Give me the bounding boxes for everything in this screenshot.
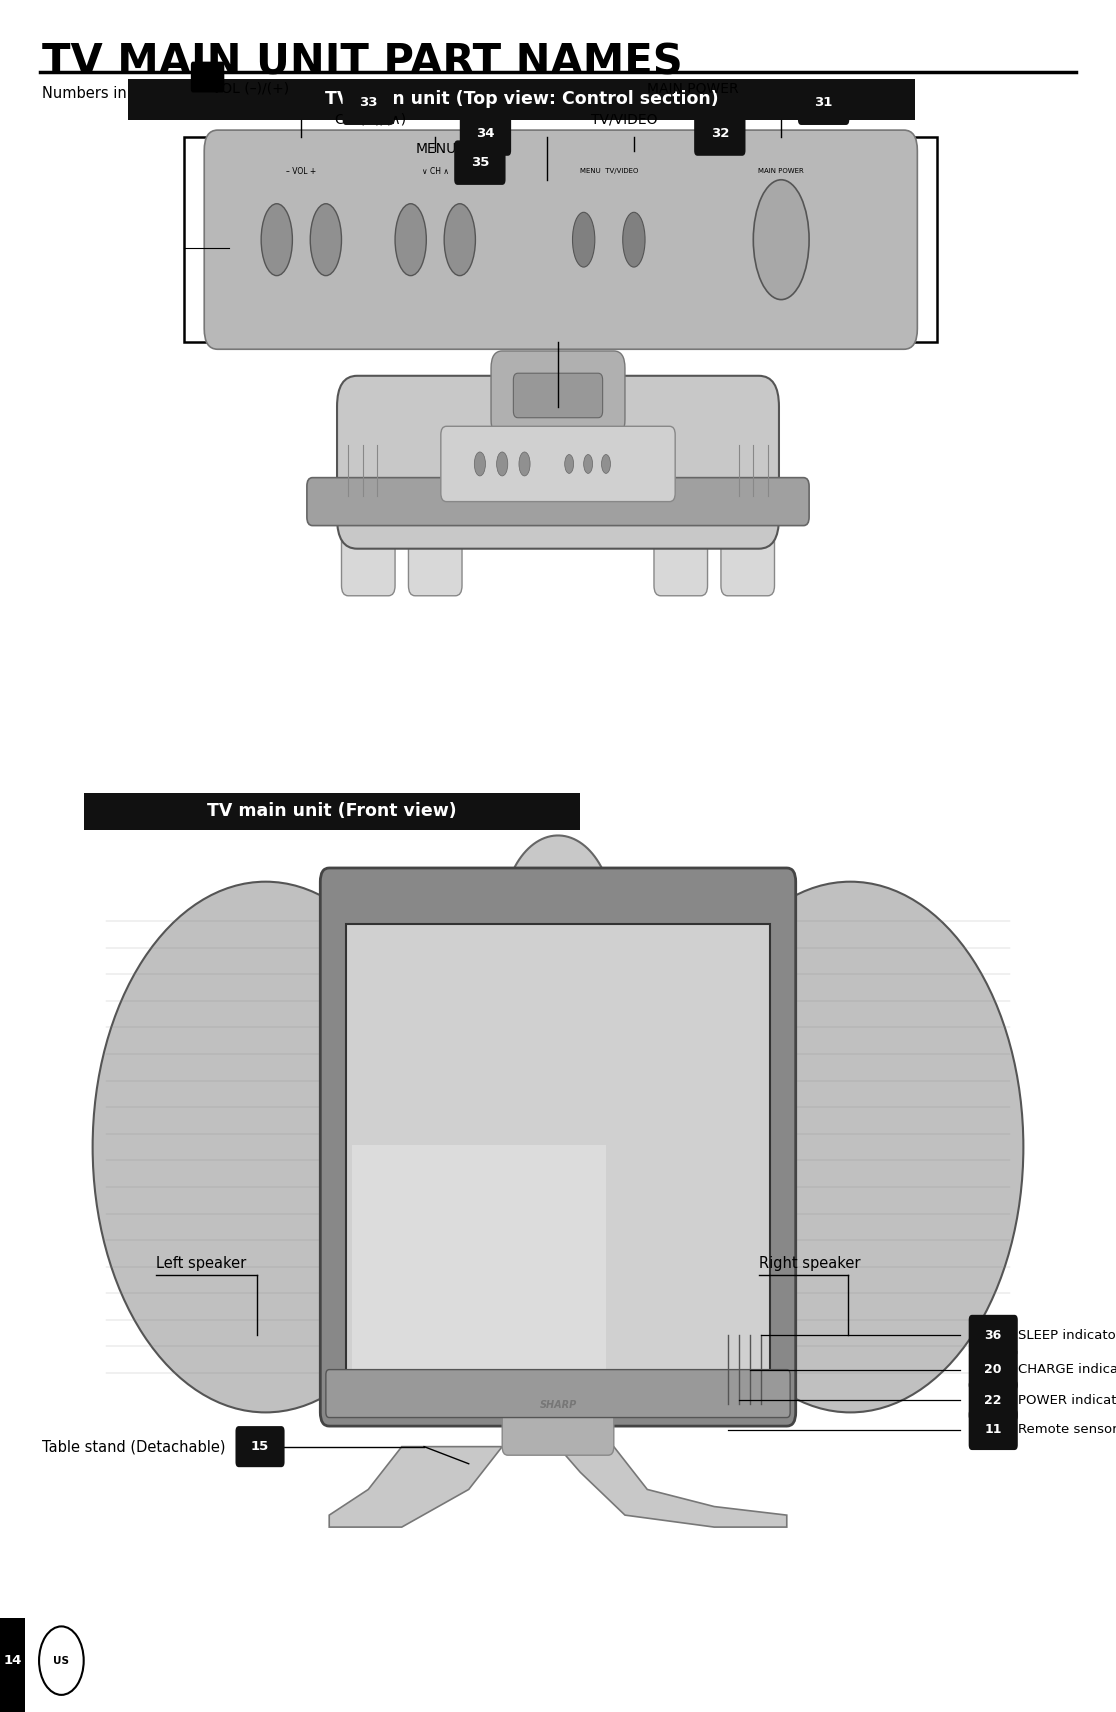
Text: MENU: MENU bbox=[415, 142, 456, 156]
FancyBboxPatch shape bbox=[454, 140, 506, 185]
FancyBboxPatch shape bbox=[346, 924, 770, 1383]
FancyBboxPatch shape bbox=[969, 1380, 1018, 1421]
FancyBboxPatch shape bbox=[513, 373, 603, 418]
Ellipse shape bbox=[565, 455, 574, 473]
Text: TV MAIN UNIT PART NAMES: TV MAIN UNIT PART NAMES bbox=[42, 41, 683, 84]
FancyBboxPatch shape bbox=[491, 351, 625, 437]
PathPatch shape bbox=[558, 1447, 787, 1527]
Text: Remote sensor window: Remote sensor window bbox=[1018, 1423, 1116, 1436]
Text: 11: 11 bbox=[984, 1423, 1002, 1436]
FancyBboxPatch shape bbox=[969, 1315, 1018, 1356]
Ellipse shape bbox=[753, 180, 809, 300]
FancyBboxPatch shape bbox=[969, 1349, 1018, 1390]
Circle shape bbox=[39, 1626, 84, 1695]
Circle shape bbox=[93, 882, 439, 1412]
Ellipse shape bbox=[395, 204, 426, 276]
FancyBboxPatch shape bbox=[969, 1409, 1018, 1450]
Bar bbox=[184, 137, 937, 342]
PathPatch shape bbox=[329, 1447, 502, 1527]
Ellipse shape bbox=[519, 452, 530, 476]
Circle shape bbox=[677, 882, 1023, 1412]
Text: 14: 14 bbox=[3, 1654, 21, 1667]
Text: CH (∨)/(∧): CH (∨)/(∧) bbox=[335, 113, 406, 127]
FancyBboxPatch shape bbox=[408, 503, 462, 596]
Polygon shape bbox=[502, 835, 614, 921]
FancyBboxPatch shape bbox=[320, 868, 796, 1426]
Text: 15: 15 bbox=[251, 1440, 269, 1453]
FancyBboxPatch shape bbox=[721, 503, 775, 596]
Text: – VOL +: – VOL + bbox=[286, 166, 317, 176]
Text: US: US bbox=[54, 1656, 69, 1666]
Ellipse shape bbox=[497, 452, 508, 476]
Text: VOL (–)/(+): VOL (–)/(+) bbox=[212, 82, 289, 96]
Ellipse shape bbox=[584, 455, 593, 473]
Text: TV main unit (Top view: Control section): TV main unit (Top view: Control section) bbox=[325, 91, 719, 108]
Ellipse shape bbox=[444, 204, 475, 276]
Text: TV main unit (Front view): TV main unit (Front view) bbox=[208, 803, 456, 820]
FancyBboxPatch shape bbox=[343, 80, 394, 125]
Text: TV/VIDEO: TV/VIDEO bbox=[591, 113, 658, 127]
FancyBboxPatch shape bbox=[337, 377, 779, 548]
Text: Numbers in: Numbers in bbox=[42, 86, 127, 101]
Text: 32: 32 bbox=[711, 127, 729, 140]
FancyBboxPatch shape bbox=[307, 478, 809, 526]
Text: MAIN POWER: MAIN POWER bbox=[759, 168, 804, 175]
FancyBboxPatch shape bbox=[502, 1387, 614, 1455]
FancyBboxPatch shape bbox=[352, 1145, 606, 1375]
FancyBboxPatch shape bbox=[798, 80, 849, 125]
Ellipse shape bbox=[261, 204, 292, 276]
Text: SLEEP indicator: SLEEP indicator bbox=[1018, 1329, 1116, 1342]
Ellipse shape bbox=[310, 204, 341, 276]
FancyBboxPatch shape bbox=[654, 503, 708, 596]
Text: MAIN POWER: MAIN POWER bbox=[647, 82, 739, 96]
FancyBboxPatch shape bbox=[694, 111, 745, 156]
Text: ∨ CH ∧: ∨ CH ∧ bbox=[422, 166, 449, 176]
Text: indicate the main pages where the corresponding item is described in this manual: indicate the main pages where the corres… bbox=[225, 86, 836, 101]
Text: POWER indicator: POWER indicator bbox=[1018, 1394, 1116, 1407]
Text: 31: 31 bbox=[815, 96, 833, 110]
Ellipse shape bbox=[573, 212, 595, 267]
Text: SHARP: SHARP bbox=[539, 1400, 577, 1411]
FancyBboxPatch shape bbox=[341, 503, 395, 596]
Text: CHARGE indicator: CHARGE indicator bbox=[1018, 1363, 1116, 1376]
FancyBboxPatch shape bbox=[235, 1426, 285, 1467]
Ellipse shape bbox=[623, 212, 645, 267]
Text: 34: 34 bbox=[477, 127, 494, 140]
FancyBboxPatch shape bbox=[204, 130, 917, 349]
Text: MENU  TV/VIDEO: MENU TV/VIDEO bbox=[579, 168, 638, 175]
Ellipse shape bbox=[602, 455, 610, 473]
Ellipse shape bbox=[474, 452, 485, 476]
Text: Right speaker: Right speaker bbox=[759, 1257, 860, 1270]
FancyBboxPatch shape bbox=[441, 426, 675, 502]
Text: 22: 22 bbox=[984, 1394, 1002, 1407]
FancyBboxPatch shape bbox=[460, 111, 511, 156]
Text: 20: 20 bbox=[984, 1363, 1002, 1376]
FancyBboxPatch shape bbox=[128, 79, 915, 120]
Text: Left speaker: Left speaker bbox=[156, 1257, 247, 1270]
FancyBboxPatch shape bbox=[84, 793, 580, 830]
FancyBboxPatch shape bbox=[191, 62, 224, 92]
Text: 33: 33 bbox=[359, 96, 377, 110]
Text: 35: 35 bbox=[471, 156, 489, 169]
Bar bbox=[0, 1618, 25, 1712]
Text: Table stand (Detachable): Table stand (Detachable) bbox=[42, 1440, 225, 1453]
FancyBboxPatch shape bbox=[326, 1370, 790, 1418]
Text: 36: 36 bbox=[984, 1329, 1002, 1342]
